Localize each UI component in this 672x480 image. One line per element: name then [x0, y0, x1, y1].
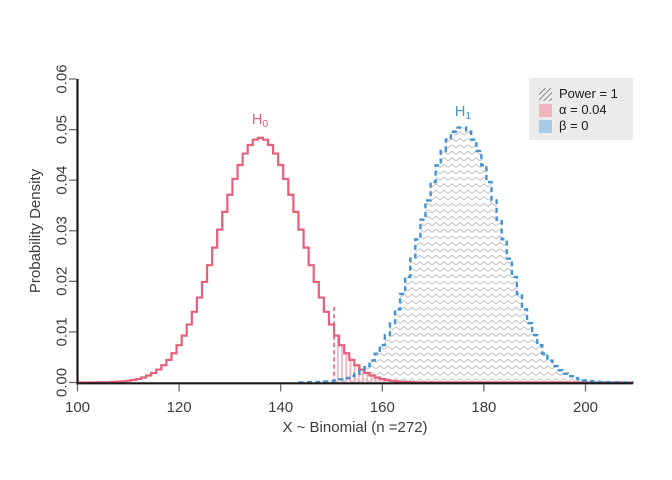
legend-item-beta: β = 0 [539, 118, 629, 134]
x-tick-label: 100 [65, 399, 90, 416]
y-tick-label: 0.02 [54, 267, 71, 296]
power-region-fill [334, 127, 634, 383]
y-tick-label: 0.04 [54, 166, 71, 195]
y-tick-label: 0.01 [54, 317, 71, 346]
y-tick-label: 0.00 [54, 368, 71, 397]
x-axis-title: X ~ Binomial (n =272) [282, 419, 427, 436]
legend-label-alpha: α = 0.04 [559, 102, 607, 117]
h1-curve-label: H1 [455, 104, 471, 122]
legend-item-power: Power = 1 [539, 86, 629, 102]
power-hatch-swatch [539, 87, 552, 101]
legend-label-power: Power = 1 [559, 86, 618, 101]
alpha-region-fill [334, 335, 538, 383]
plot-layers: 100 120 140 160 180 200 0.00 0.01 0.02 0.03 0.04 0.… [54, 64, 634, 416]
h0-curve-label: H0 [252, 112, 268, 130]
x-tick-label: 200 [573, 399, 598, 416]
legend-item-alpha: α = 0.04 [539, 102, 629, 118]
h1-curve [298, 126, 634, 384]
h0-curve [76, 136, 634, 384]
alpha-swatch [539, 103, 552, 117]
x-tick-label: 180 [471, 399, 496, 416]
x-tick-label: 120 [167, 399, 192, 416]
x-tick-label: 160 [370, 399, 395, 416]
y-tick-label: 0.05 [54, 115, 71, 144]
y-axis-title: Probability Density [27, 168, 44, 293]
y-tick-label: 0.03 [54, 216, 71, 245]
beta-swatch [539, 119, 552, 133]
y-tick-label: 0.06 [54, 64, 71, 93]
legend-label-beta: β = 0 [559, 118, 589, 133]
legend: Power = 1 α = 0.04 β = 0 [529, 78, 633, 140]
x-tick-label: 140 [268, 399, 293, 416]
